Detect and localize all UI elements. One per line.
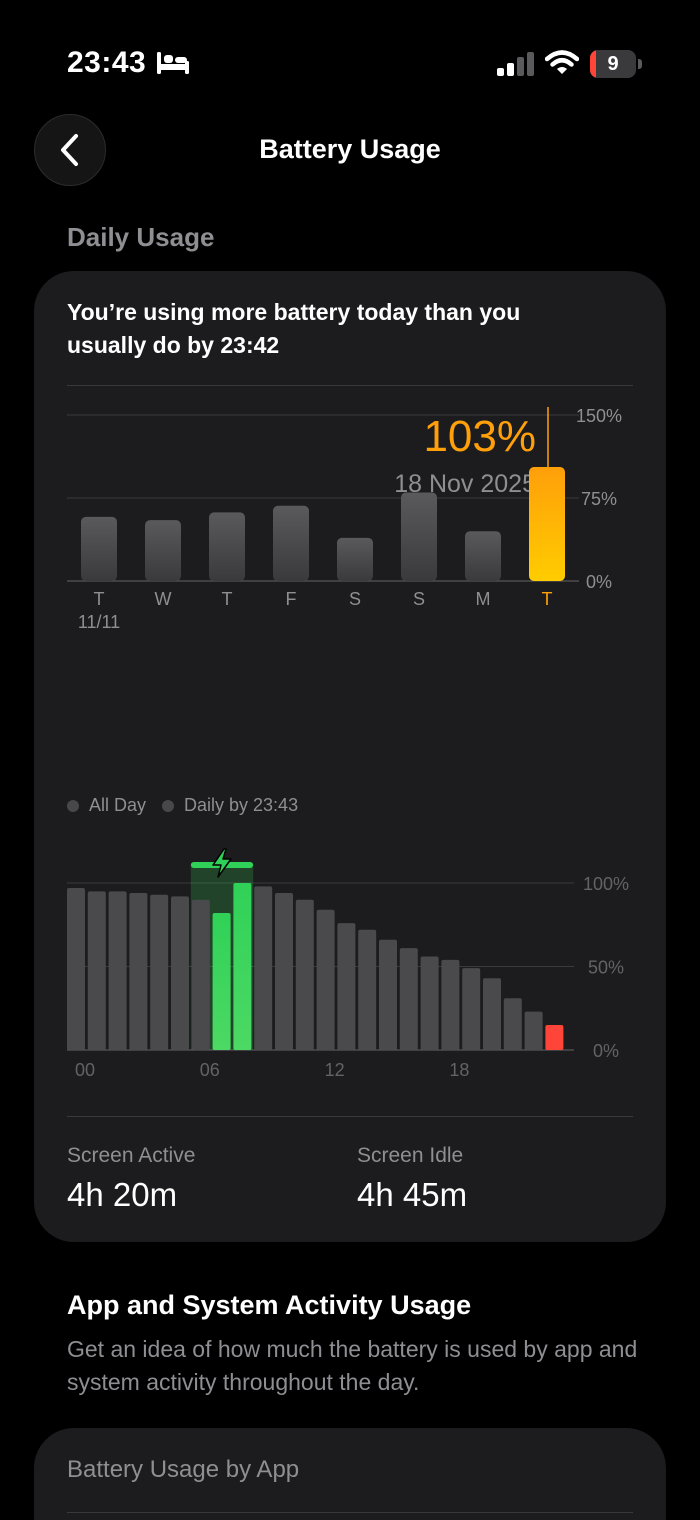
battery-by-app-title: Battery Usage by App — [67, 1456, 300, 1483]
daily-bar — [81, 516, 117, 581]
legend-dot — [162, 799, 175, 812]
legend-dot — [67, 799, 79, 812]
hourly-bar — [67, 888, 85, 1050]
battery-indicator: 9 — [590, 50, 636, 78]
chart-legend: All Day Daily by 23:43 — [67, 795, 314, 816]
hourly-bar — [420, 956, 439, 1050]
hourly-bar — [275, 893, 293, 1050]
y-tick-label: 50% — [588, 958, 624, 978]
hourly-bar — [233, 883, 252, 1050]
screen-active-label: Screen Active — [67, 1144, 196, 1167]
screen-idle-label: Screen Idle — [357, 1144, 464, 1167]
hourly-bar — [358, 929, 377, 1050]
hourly-bar — [462, 968, 481, 1050]
daily-usage-chart[interactable]: 0% 75% 150% T 11/11 W T F S S M T — [34, 407, 666, 647]
hourly-bar — [254, 886, 273, 1050]
screen-active-value: 4h 20m — [67, 1176, 178, 1213]
status-bar: 23:43 9 — [0, 0, 700, 120]
bed-icon — [157, 52, 189, 74]
y-tick-label: 75% — [581, 489, 617, 509]
screen-active-stat: Screen Active 4h 20m — [67, 1144, 195, 1214]
lightning-bolt-icon — [212, 848, 232, 878]
hourly-bar — [524, 1011, 543, 1050]
chevron-left-icon — [61, 134, 78, 166]
daily-bar — [401, 492, 437, 581]
x-tick-label: T — [222, 589, 233, 609]
wifi-icon — [545, 50, 579, 74]
hourly-bar — [379, 939, 397, 1050]
hourly-bar — [399, 948, 418, 1050]
hourly-bar — [295, 899, 314, 1050]
x-tick-label: W — [155, 589, 172, 609]
back-button[interactable] — [34, 114, 106, 186]
legend-item-daily-by[interactable]: Daily by 23:43 — [162, 795, 298, 816]
daily-bar — [273, 505, 309, 581]
battery-fill — [590, 50, 596, 78]
daily-bar — [529, 467, 565, 581]
daily-bar — [465, 531, 501, 581]
screen-idle-stat: Screen Idle 4h 45m — [357, 1144, 467, 1214]
cellular-signal-icon — [497, 52, 534, 76]
daily-bar — [337, 537, 373, 581]
x-tick-label: 06 — [200, 1060, 220, 1080]
x-tick-label: T — [94, 589, 105, 609]
lightning-bolt-shape — [212, 848, 232, 878]
page-title: Battery Usage — [259, 134, 441, 164]
x-tick-label: S — [349, 589, 361, 609]
hourly-bar — [171, 896, 189, 1050]
x-tick-label: M — [476, 589, 491, 609]
activity-section-title: App and System Activity Usage — [67, 1290, 472, 1320]
legend-label: Daily by 23:43 — [184, 795, 299, 815]
hourly-bar — [483, 978, 501, 1050]
x-tick-label: 18 — [449, 1060, 469, 1080]
x-tick-label: S — [413, 589, 425, 609]
hourly-bar — [503, 998, 522, 1050]
x-tick-label: F — [286, 589, 297, 609]
daily-bar — [145, 520, 181, 581]
daily-bar — [209, 512, 245, 581]
y-tick-label: 0% — [593, 1041, 619, 1061]
usage-headline: You’re using more battery today than you… — [67, 299, 521, 358]
hourly-bar — [337, 923, 356, 1050]
x-tick-label: 00 — [75, 1060, 95, 1080]
battery-by-app-card[interactable]: Battery Usage by App — [34, 1428, 666, 1520]
hourly-bar — [150, 894, 169, 1050]
y-tick-label: 150% — [576, 407, 622, 426]
x-tick-label: T — [542, 589, 553, 609]
battery-level: 9 — [607, 53, 619, 75]
legend-item-all-day[interactable]: All Day — [67, 795, 146, 816]
hourly-bar — [545, 1024, 564, 1050]
y-tick-label: 100% — [583, 874, 629, 894]
x-tick-label: 12 — [325, 1060, 345, 1080]
hourly-bar — [441, 959, 460, 1050]
card-divider — [67, 1116, 633, 1117]
hourly-bar — [87, 891, 106, 1050]
hourly-bar — [129, 893, 148, 1050]
card-divider — [67, 1512, 633, 1513]
status-time: 23:43 — [67, 46, 147, 79]
hourly-bar — [108, 891, 127, 1050]
y-tick-label: 0% — [586, 572, 612, 592]
screen-idle-value: 4h 45m — [357, 1176, 468, 1213]
hourly-battery-chart[interactable]: 0% 50% 100% 00 06 12 18 — [34, 837, 666, 1097]
section-label-daily-usage: Daily Usage — [67, 222, 215, 252]
legend-label: All Day — [89, 795, 147, 815]
selected-day-value: 103% — [423, 412, 536, 461]
hourly-bar — [212, 913, 231, 1050]
battery-nub — [638, 59, 642, 69]
hourly-bar — [316, 909, 335, 1050]
activity-section-description: Get an idea of how much the battery is u… — [67, 1336, 638, 1395]
x-tick-sublabel: 11/11 — [78, 612, 120, 632]
hourly-bar — [191, 899, 210, 1050]
card-divider — [67, 385, 633, 386]
daily-usage-card: You’re using more battery today than you… — [34, 271, 666, 1242]
